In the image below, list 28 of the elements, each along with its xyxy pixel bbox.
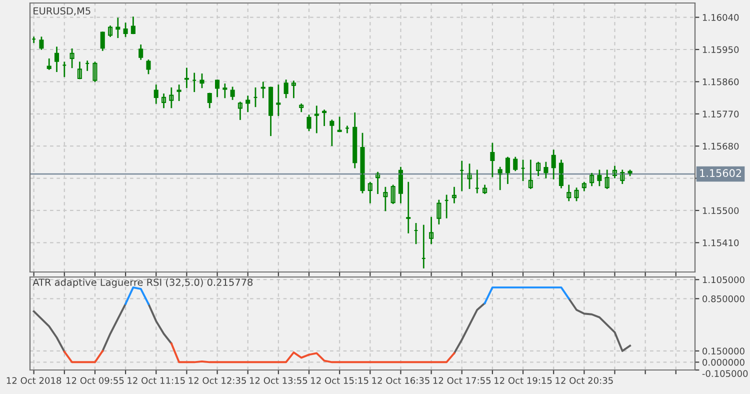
x-tick-label: 12 Oct 20:35 xyxy=(556,377,613,384)
y-tick-label: 1.15860 xyxy=(702,78,739,86)
x-tick-label: 12 Oct 15:15 xyxy=(311,377,368,384)
y-tick-label: 0.000000 xyxy=(702,358,744,366)
x-tick-label: 12 Oct 19:15 xyxy=(494,377,552,384)
x-tick-label: 12 Oct 09:55 xyxy=(66,377,124,384)
x-tick-label: 12 Oct 2018 xyxy=(6,377,62,384)
y-tick-label: 1.15950 xyxy=(702,46,739,54)
y-tick-label: 1.15500 xyxy=(702,207,739,214)
candlestick xyxy=(200,73,204,88)
chart-title: EURUSD,M5 xyxy=(34,7,90,16)
y-tick-label: 1.15680 xyxy=(702,142,739,150)
chart-title: ATR adaptive Laguerre RSI (32,5.0) 0.215778 xyxy=(32,278,253,288)
y-tick-label: -0.105000 xyxy=(702,370,748,377)
x-tick-label: 12 Oct 11:15 xyxy=(128,377,185,384)
y-tick-label: 0.150000 xyxy=(702,348,744,355)
candlestick xyxy=(176,84,182,101)
x-tick-label: 12 Oct 13:55 xyxy=(250,377,308,384)
y-tick-label: 1.15770 xyxy=(702,110,739,118)
y-tick-label: 1.15410 xyxy=(702,239,739,246)
y-tick-label: 1.16040 xyxy=(702,14,739,21)
x-tick-label: 12 Oct 17:55 xyxy=(433,377,491,384)
x-tick-label: 12 Oct 16:35 xyxy=(372,377,430,384)
ref-line-label: 1.15602 xyxy=(700,169,742,178)
y-tick-label: 0.850000 xyxy=(702,295,744,302)
y-tick-label: 1.105000 xyxy=(702,276,744,284)
candlestick xyxy=(306,114,312,132)
x-tick-label: 12 Oct 12:35 xyxy=(188,377,246,384)
